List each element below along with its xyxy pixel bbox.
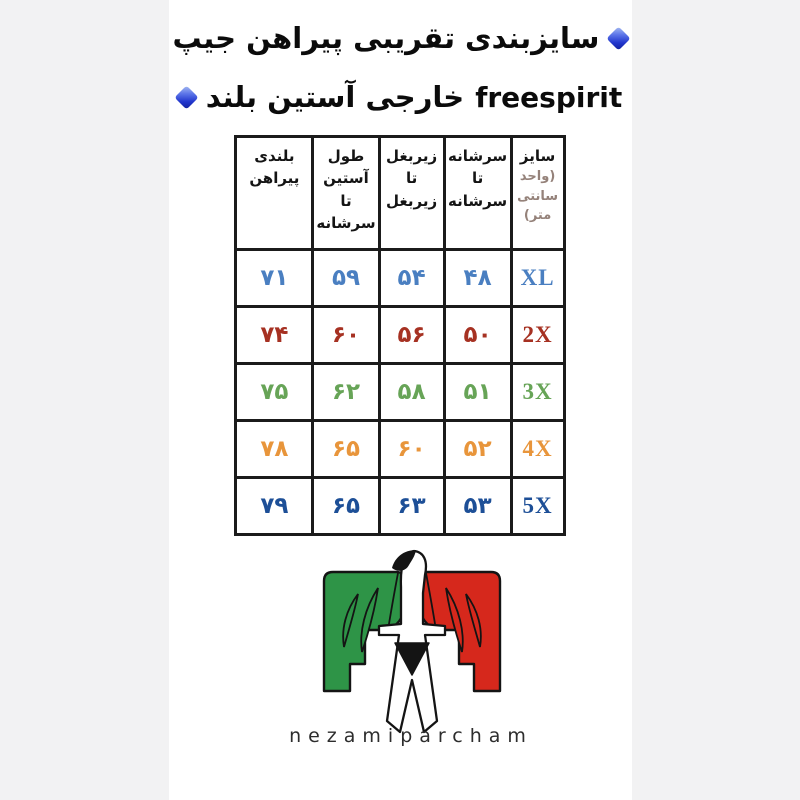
- table-row-XL: XL ۴۸ ۵۴ ۵۹ ۷۱: [234, 247, 566, 308]
- measurement-value: ۷۸: [234, 418, 315, 479]
- measurement-value: ۵۹: [311, 247, 381, 308]
- column-header-0: سایز (واحد سانتی متر): [509, 134, 566, 251]
- column-header-3: طول آستین تا سرشانه: [311, 134, 381, 251]
- size-label-5X: 5X: [509, 475, 566, 536]
- column-header-1: سرشانه تا سرشانه: [442, 134, 513, 251]
- measurement-value: ۶۳: [377, 475, 446, 536]
- column-header-2: زیربغل تا زیربغل: [377, 134, 446, 251]
- brand-logo: [312, 549, 512, 747]
- thunderbird-logo-graphic: [322, 549, 502, 734]
- measurement-value: ۵۴: [377, 247, 446, 308]
- measurement-value: ۶۵: [311, 475, 381, 536]
- table-row-2X: 2X ۵۰ ۵۶ ۶۰ ۷۴: [234, 304, 566, 365]
- table-row-5X: 5X ۵۳ ۶۳ ۶۵ ۷۹: [234, 475, 566, 536]
- measurement-value: ۷۱: [234, 247, 315, 308]
- brand-caption: nezamiparcham: [289, 724, 533, 747]
- measurement-value: ۷۵: [234, 361, 315, 422]
- belly-triangle: [394, 642, 430, 676]
- measurement-value: ۵۲: [442, 418, 513, 479]
- size-label-4X: 4X: [509, 418, 566, 479]
- table-row-3X: 3X ۵۱ ۵۸ ۶۲ ۷۵: [234, 361, 566, 422]
- measurement-value: ۶۰: [377, 418, 446, 479]
- measurement-value: ۶۲: [311, 361, 381, 422]
- size-label-3X: 3X: [509, 361, 566, 422]
- product-image-panel: سایزبندی تقریبی پیراهن جیپ خارجی آستین ب…: [168, 0, 632, 800]
- column-header-4: بلندی پیراهن: [234, 134, 315, 251]
- title-line-2-persian-text: خارجی آستین بلند: [205, 79, 465, 114]
- measurement-value: ۴۸: [442, 247, 513, 308]
- left-wing-green: [322, 570, 411, 693]
- brand-name-text: freespirit: [475, 80, 623, 114]
- measurement-value: ۶۵: [311, 418, 381, 479]
- table-row-4X: 4X ۵۲ ۶۰ ۶۵ ۷۸: [234, 418, 566, 479]
- measurement-value: ۵۳: [442, 475, 513, 536]
- measurement-value: ۵۱: [442, 361, 513, 422]
- unit-note: (واحد سانتی متر): [517, 169, 559, 224]
- blue-diamond-icon: [606, 26, 631, 51]
- measurement-value: ۵۸: [377, 361, 446, 422]
- size-label-XL: XL: [509, 247, 566, 308]
- measurement-value: ۷۴: [234, 304, 315, 365]
- size-chart-table: سایز (واحد سانتی متر) سرشانه تا سرشانه زیرب…: [234, 134, 566, 536]
- size-label-2X: 2X: [509, 304, 566, 365]
- blue-diamond-icon: [174, 85, 199, 110]
- title-line-2: خارجی آستین بلند freespirit: [169, 75, 632, 120]
- title-line-1: سایزبندی تقریبی پیراهن جیپ: [169, 16, 632, 61]
- measurement-value: ۵۰: [442, 304, 513, 365]
- title-line-1-text: سایزبندی تقریبی پیراهن جیپ: [172, 21, 600, 55]
- table-header-row: سایز (واحد سانتی متر) سرشانه تا سرشانه زیرب…: [234, 134, 566, 251]
- beak: [392, 549, 416, 571]
- measurement-value: ۷۹: [234, 475, 315, 536]
- measurement-value: ۶۰: [311, 304, 381, 365]
- measurement-value: ۵۶: [377, 304, 446, 365]
